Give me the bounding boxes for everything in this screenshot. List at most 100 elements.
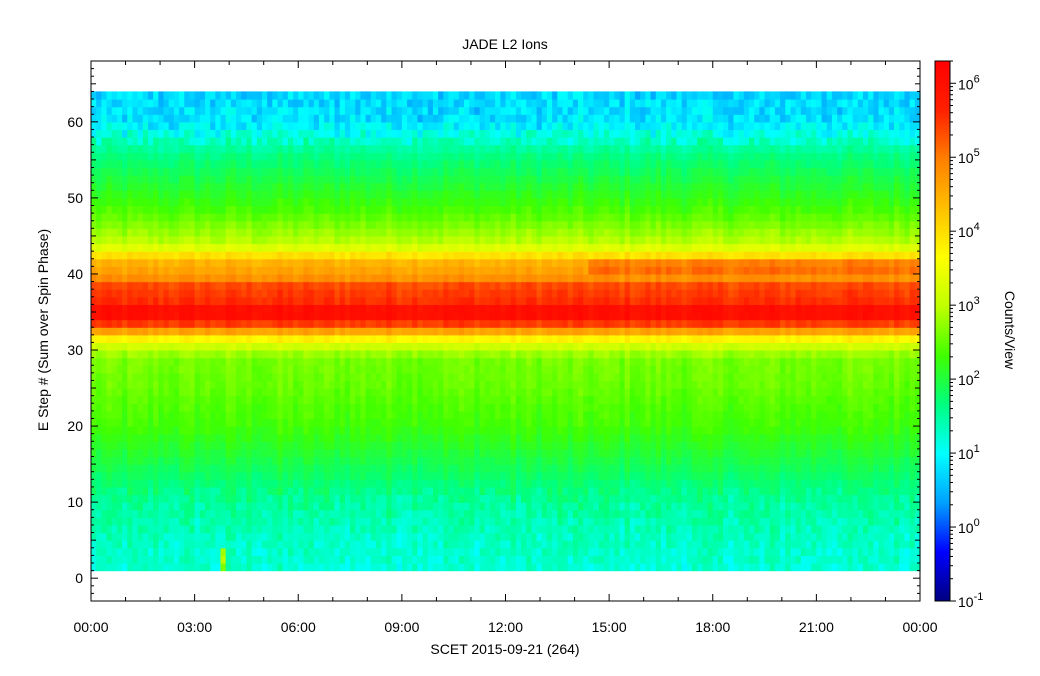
heatmap-cell [215,281,222,290]
heatmap-cell [246,509,253,518]
heatmap-cell [199,251,206,260]
heatmap-cell [391,121,398,131]
heatmap-cell [464,144,470,153]
heatmap-cell [142,197,149,207]
heatmap-cell [329,99,336,108]
heatmap-cell [287,296,294,305]
heatmap-cell [111,410,118,420]
heatmap-cell [184,517,191,526]
heatmap-cell [116,464,123,473]
heatmap-cell [412,152,419,161]
heatmap-cell [168,464,175,473]
heatmap-cell [147,137,154,146]
heatmap-cell [199,342,206,351]
heatmap-cell [101,235,108,245]
heatmap-cell [443,380,450,389]
heatmap-cell [282,190,289,199]
heatmap-cell [111,289,118,298]
heatmap-cell [168,433,175,442]
heatmap-cell [204,350,211,359]
heatmap-cell [215,175,222,184]
heatmap-cell [318,190,325,199]
heatmap-cell [298,114,305,123]
heatmap-cell [293,448,299,458]
heatmap-cell [246,129,253,138]
heatmap-cell [246,266,253,275]
heatmap-cell [199,494,206,503]
heatmap-cell [448,258,455,267]
heatmap-cell [412,342,419,351]
heatmap-cell [168,380,175,389]
heatmap-cell [251,350,258,359]
heatmap-cell [370,456,377,465]
heatmap-cell [137,540,144,549]
heatmap-cell [350,418,356,427]
heatmap-cell [443,471,450,480]
heatmap-cell [256,410,263,420]
heatmap-cell [153,540,159,549]
heatmap-cell [199,372,206,382]
heatmap-cell [339,547,346,556]
heatmap-cell [101,91,108,100]
heatmap-cell [241,479,248,488]
heatmap-cell [225,532,232,541]
heatmap-cell [303,372,310,382]
heatmap-cell [458,159,465,169]
heatmap-cell [422,532,429,541]
heatmap-cell [111,342,118,351]
heatmap-cell [287,395,294,404]
heatmap-cell [246,152,253,161]
heatmap-cell [375,182,382,191]
heatmap-cell [324,167,330,176]
heatmap-cell [127,509,134,518]
heatmap-cell [427,137,434,146]
heatmap-cell [251,555,258,564]
heatmap-cell [199,456,206,465]
heatmap-cell [412,410,419,420]
heatmap-cell [355,327,362,336]
heatmap-cell [453,258,460,267]
heatmap-cell [101,365,108,374]
heatmap-cell [324,494,330,503]
heatmap-cell [241,327,248,336]
heatmap-cell [137,342,144,351]
heatmap-cell [386,562,393,572]
heatmap-cell [313,281,320,290]
heatmap-cell [194,205,201,214]
heatmap-cell [324,175,330,184]
heatmap-cell [137,137,144,146]
heatmap-cell [210,281,216,290]
heatmap-cell [464,182,470,191]
heatmap-cell [220,555,227,564]
heatmap-cell [106,540,113,549]
heatmap-cell [225,388,232,397]
heatmap-cell [189,220,196,229]
heatmap-cell [469,365,476,374]
heatmap-cell [142,441,149,450]
heatmap-cell [391,479,398,488]
heatmap-cell [318,167,325,176]
heatmap-cell [122,357,128,366]
heatmap-cell [495,152,501,161]
heatmap-cell [339,273,346,283]
heatmap-cell [225,114,232,123]
heatmap-cell [365,152,372,161]
heatmap-cell [334,342,341,351]
heatmap-cell [173,213,180,222]
heatmap-cell [277,372,284,382]
heatmap-cell [381,486,387,496]
heatmap-cell [153,159,159,169]
heatmap-cell [225,235,232,245]
heatmap-cell [101,258,108,267]
heatmap-cell [293,235,299,245]
heatmap-cell [101,319,108,328]
heatmap-cell [194,418,201,427]
heatmap-cell [246,175,253,184]
heatmap-cell [225,372,232,382]
heatmap-cell [489,319,496,328]
heatmap-cell [324,532,330,541]
heatmap-cell [344,213,351,222]
heatmap-cell [277,129,284,138]
heatmap-cell [303,464,310,473]
heatmap-cell [432,144,439,153]
